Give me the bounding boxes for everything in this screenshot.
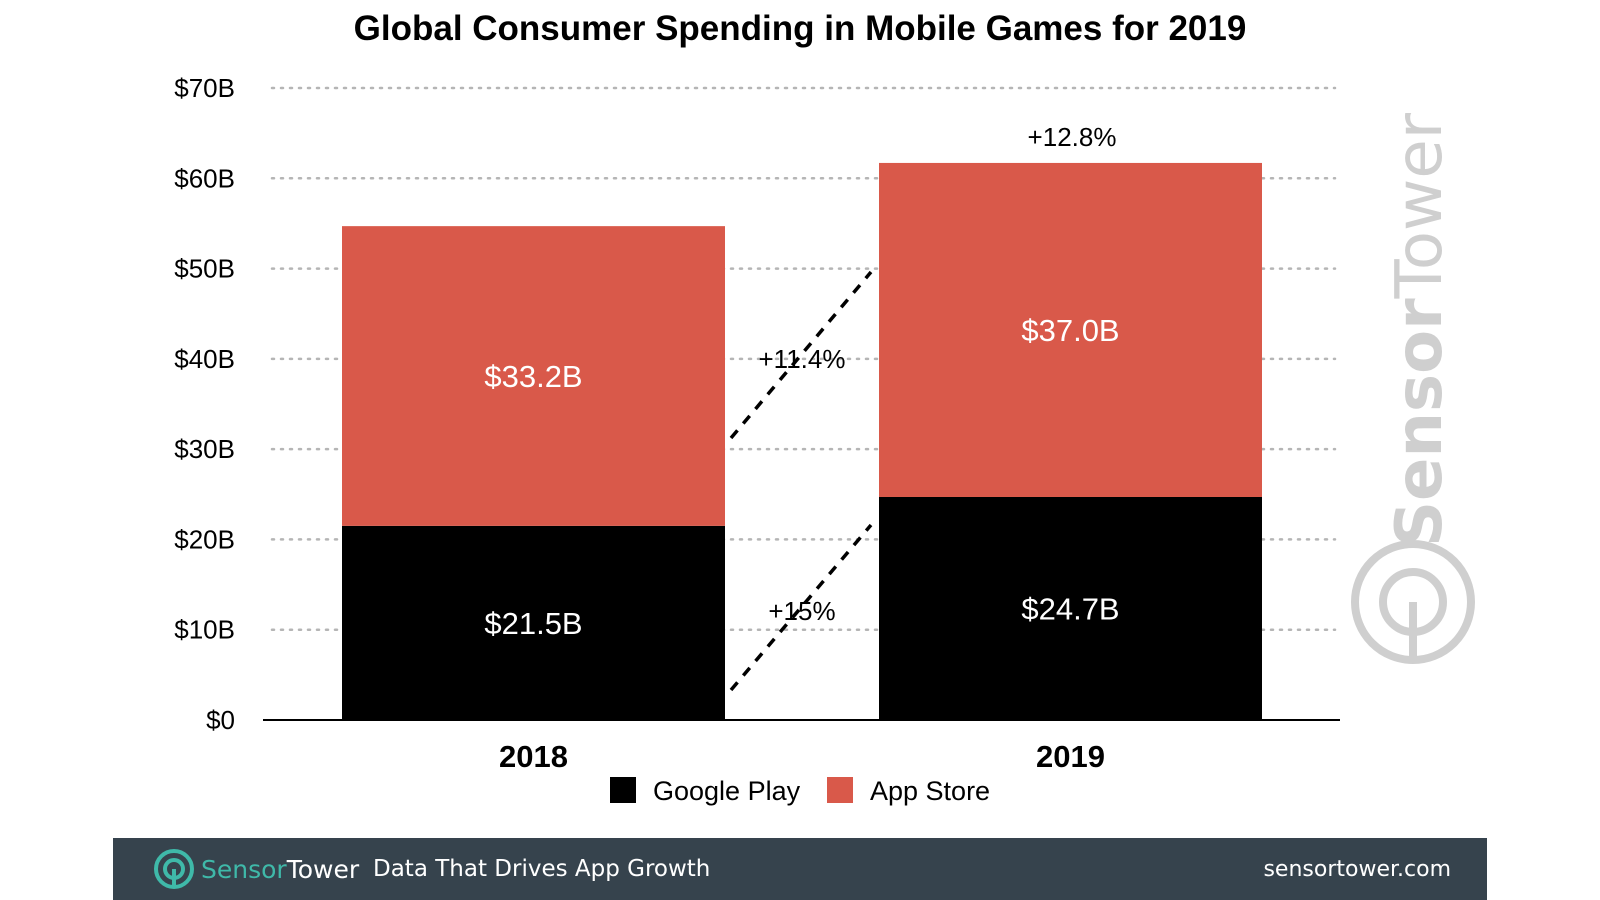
watermark-brand-prefix: Sensor xyxy=(1383,298,1457,547)
data-label-google-play-2019: $24.7B xyxy=(1021,591,1119,626)
footer-brand-suffix: Tower xyxy=(286,855,360,884)
footer-site-link[interactable]: sensortower.com xyxy=(1263,857,1451,882)
svg-text:SensorTower: SensorTower xyxy=(1383,112,1457,547)
y-tick-label: $70B xyxy=(174,73,235,103)
y-tick-label: $20B xyxy=(174,524,235,554)
legend-label-google-play: Google Play xyxy=(653,776,801,806)
data-label-google-play-2018: $21.5B xyxy=(484,606,582,641)
sensortower-logo-icon xyxy=(154,849,194,889)
data-label-app-store-2018: $33.2B xyxy=(484,359,582,394)
google-play-growth-label: +15% xyxy=(768,596,835,626)
app-store-growth-label: +11.4% xyxy=(759,344,846,374)
bar-app-store-2018 xyxy=(342,226,725,526)
y-tick-label: $30B xyxy=(174,434,235,464)
footer-tagline: Data That Drives App Growth xyxy=(373,856,711,882)
bar-google-play-2019 xyxy=(879,496,1262,720)
sensortower-watermark: SensorTower xyxy=(1351,112,1475,664)
legend-swatch-google-play xyxy=(610,777,636,803)
x-tick-label: 2019 xyxy=(1036,739,1105,774)
footer-brand-prefix: Sensor xyxy=(201,855,287,884)
watermark-logo-icon xyxy=(1351,540,1475,664)
chart-title: Global Consumer Spending in Mobile Games… xyxy=(354,9,1247,48)
chart: Global Consumer Spending in Mobile Games… xyxy=(174,9,1475,806)
watermark-brand-suffix: Tower xyxy=(1383,112,1457,299)
footer-brand: SensorTower xyxy=(201,855,359,884)
google-play-growth-connector xyxy=(729,523,873,692)
x-axis-tick-labels: 2018 2019 xyxy=(499,739,1105,774)
bar-app-store-2019 xyxy=(879,162,1262,497)
y-tick-label: $50B xyxy=(174,254,235,284)
data-label-app-store-2019: $37.0B xyxy=(1021,313,1119,348)
y-tick-label: $10B xyxy=(174,615,235,645)
app-store-growth-connector xyxy=(729,270,873,440)
x-tick-label: 2018 xyxy=(499,739,568,774)
legend-swatch-app-store xyxy=(827,777,853,803)
legend: Google Play App Store xyxy=(610,776,990,806)
footer-banner: SensorTower Data That Drives App Growth … xyxy=(113,838,1487,900)
y-tick-label: $40B xyxy=(174,344,235,374)
total-growth-label: +12.8% xyxy=(1028,122,1117,152)
y-tick-label: $60B xyxy=(174,163,235,193)
bar-google-play-2018 xyxy=(342,525,725,720)
legend-label-app-store: App Store xyxy=(870,776,990,806)
y-axis-tick-labels: $0 $10B $20B $30B $40B $50B $60B $70B xyxy=(174,73,235,735)
y-tick-label: $0 xyxy=(206,705,235,735)
gridlines xyxy=(270,86,1337,631)
bars: $21.5B $33.2B $24.7B $37.0B xyxy=(342,162,1262,720)
